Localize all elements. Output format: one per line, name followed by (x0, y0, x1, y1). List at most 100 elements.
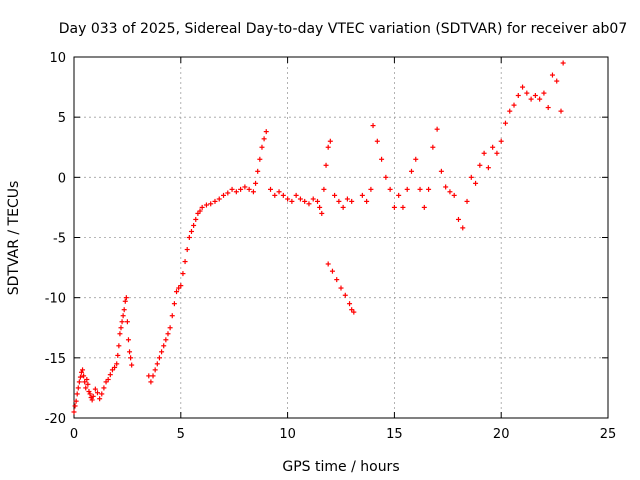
data-point (310, 196, 316, 202)
data-point (225, 190, 231, 196)
data-point (246, 186, 252, 192)
data-point (268, 186, 274, 192)
data-point (430, 144, 436, 150)
x-tick-label: 5 (177, 427, 185, 442)
data-point (554, 78, 560, 84)
data-point (408, 168, 414, 174)
data-point (558, 108, 564, 114)
data-point (250, 189, 256, 195)
data-point (325, 261, 331, 267)
x-tick-label: 25 (600, 427, 617, 442)
x-axis-title: GPS time / hours (282, 459, 399, 475)
x-tick-label: 20 (493, 427, 510, 442)
data-point (464, 198, 470, 204)
data-point (92, 386, 98, 392)
data-point (152, 367, 158, 373)
data-point (473, 180, 479, 186)
data-point (123, 295, 129, 301)
data-point (161, 343, 167, 349)
data-point (490, 144, 496, 150)
data-point (280, 192, 286, 198)
data-point (342, 292, 348, 298)
data-point (85, 381, 91, 387)
data-point (83, 385, 89, 391)
data-point (255, 168, 261, 174)
data-point (351, 309, 357, 315)
data-point (443, 184, 449, 190)
data-point (72, 403, 78, 409)
data-point (74, 391, 80, 397)
data-point (212, 198, 218, 204)
data-point (259, 144, 265, 150)
data-point (306, 201, 312, 207)
data-point (117, 331, 123, 337)
data-point (163, 337, 169, 343)
data-point (451, 192, 457, 198)
data-point (148, 379, 154, 385)
data-point (71, 409, 77, 415)
data-point (494, 150, 500, 156)
data-point (404, 186, 410, 192)
data-point (374, 138, 380, 144)
data-point (321, 186, 327, 192)
data-point (541, 90, 547, 96)
data-point (150, 373, 156, 379)
y-tick-label: 5 (58, 111, 66, 126)
data-point (191, 222, 197, 228)
data-point (129, 362, 135, 368)
y-tick-label: -15 (45, 352, 66, 367)
data-point (77, 374, 83, 380)
data-point (156, 355, 162, 361)
y-tick-label: -5 (53, 232, 66, 247)
axis-ticks: 0 5 10 15 20 25 -20 -15 -10 -5 0 5 10 (45, 51, 617, 442)
data-point (84, 376, 90, 382)
data-point (75, 385, 81, 391)
data-point (317, 204, 323, 210)
data-point (481, 150, 487, 156)
y-tick-label: -20 (45, 412, 66, 427)
grid (74, 57, 608, 418)
data-point (122, 298, 128, 304)
data-point (81, 373, 87, 379)
data-point (434, 126, 440, 132)
data-point (197, 208, 203, 214)
data-point (171, 301, 177, 307)
data-point (128, 355, 134, 361)
y-axis-title: SDTVAR / TECUs (6, 181, 22, 296)
data-point (242, 184, 248, 190)
data-point (289, 198, 295, 204)
data-point (413, 156, 419, 162)
data-point (468, 174, 474, 180)
data-point (396, 192, 402, 198)
data-point (169, 313, 175, 319)
data-point (560, 60, 566, 66)
data-point (349, 198, 355, 204)
data-point (524, 90, 530, 96)
data-point (400, 204, 406, 210)
data-point (193, 216, 199, 222)
data-point (498, 138, 504, 144)
data-point (368, 186, 374, 192)
data-point (127, 349, 133, 355)
data-point (97, 396, 103, 402)
data-point (340, 204, 346, 210)
data-point (332, 192, 338, 198)
data-point (107, 372, 113, 378)
data-point (186, 235, 192, 240)
data-point (511, 102, 517, 108)
data-point (387, 186, 393, 192)
data-point (364, 198, 370, 204)
y-tick-label: 0 (58, 171, 66, 186)
data-point (485, 165, 491, 171)
data-point (285, 196, 291, 202)
data-point (233, 189, 239, 195)
data-point (125, 337, 131, 343)
data-point (344, 196, 350, 202)
data-point (263, 129, 269, 135)
data-point (272, 192, 278, 198)
y-tick-label: 10 (49, 51, 66, 66)
data-point (73, 398, 79, 404)
data-point (391, 204, 397, 210)
data-point (549, 72, 555, 78)
